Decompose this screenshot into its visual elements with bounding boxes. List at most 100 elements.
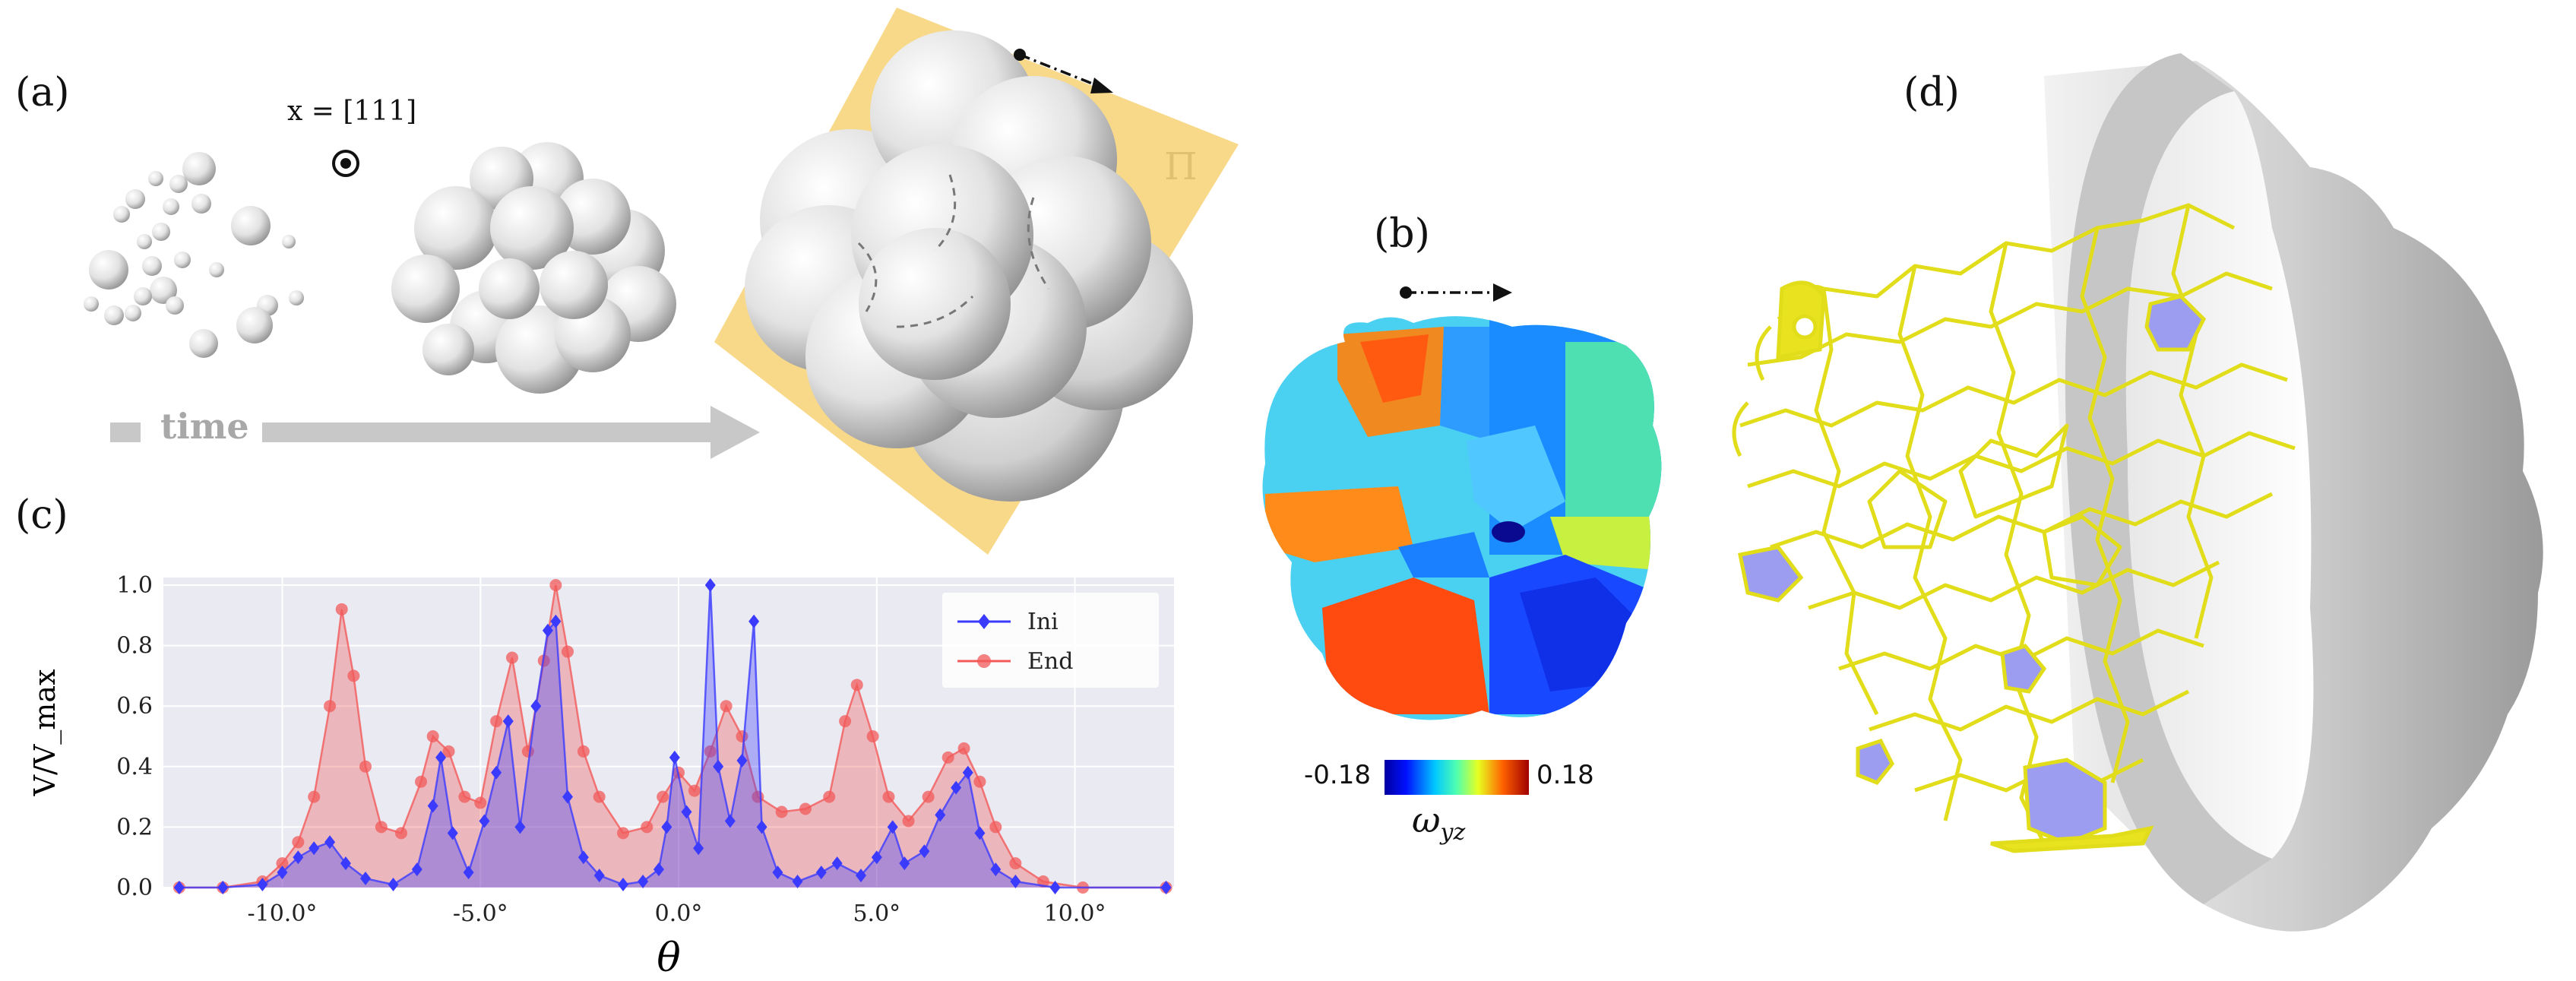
panel-label-c: (c) — [15, 492, 68, 538]
time-arrow — [110, 406, 760, 459]
point-end — [490, 715, 503, 728]
point-end — [720, 700, 733, 713]
point-ini — [479, 814, 490, 828]
vorticity-arrow — [1400, 283, 1512, 302]
point-ini — [831, 856, 843, 871]
point-ini — [681, 805, 692, 819]
x-tick-label: 10.0° — [1044, 900, 1106, 927]
legend-label-ini: Ini — [1027, 609, 1059, 635]
point-end — [882, 790, 895, 803]
colorbar-sub: yz — [1440, 819, 1466, 847]
point-end — [866, 730, 879, 742]
panel-label-b: (b) — [1374, 211, 1430, 257]
point-end — [593, 790, 606, 803]
point-end — [577, 745, 590, 758]
point-ini — [951, 780, 962, 795]
point-ini — [638, 875, 649, 889]
point-ini — [447, 826, 458, 840]
colorbar-min-label: -0.18 — [1304, 760, 1371, 790]
point-end — [775, 805, 788, 818]
point-end — [324, 700, 337, 713]
y-tick-label: 1.0 — [116, 572, 153, 599]
point-ini — [919, 844, 930, 859]
point-ini — [578, 850, 589, 865]
point-ini — [693, 841, 704, 856]
point-end — [704, 745, 717, 758]
point-ini — [309, 841, 320, 856]
point-end — [641, 821, 653, 834]
sparse-spheres — [84, 152, 304, 358]
point-ini — [669, 750, 680, 764]
out-of-plane-icon — [332, 150, 359, 177]
point-ini — [661, 820, 672, 834]
point-ini — [324, 835, 336, 850]
point-end — [902, 815, 915, 828]
point-end — [359, 760, 372, 773]
point-ini — [293, 850, 304, 865]
point-ini — [388, 878, 399, 892]
point-ini — [713, 759, 724, 774]
point-ini — [1049, 881, 1061, 894]
point-ini — [748, 614, 760, 628]
x-tick-label: -10.0° — [248, 900, 318, 927]
point-ini — [704, 578, 716, 592]
y-axis-label: V/V_max — [28, 669, 62, 797]
plane-direction-arrow — [1014, 49, 1113, 93]
legend-label-end: End — [1027, 648, 1073, 675]
point-ini — [463, 865, 474, 880]
point-ini — [502, 714, 514, 729]
point-end — [989, 821, 1002, 834]
point-end — [505, 651, 518, 664]
point-ini — [435, 750, 447, 764]
point-end — [799, 802, 812, 815]
point-end — [941, 751, 954, 764]
point-end — [335, 603, 348, 615]
y-tick-label: 0.6 — [116, 693, 153, 720]
direction-label: x = [111] — [287, 96, 417, 127]
x-axis-label: θ — [657, 935, 680, 981]
point-ini — [724, 814, 736, 828]
time-label: time — [156, 406, 254, 447]
panel-label-a: (a) — [15, 70, 70, 116]
y-tick-label: 0.8 — [116, 633, 153, 660]
point-ini — [257, 878, 268, 892]
point-ini — [411, 862, 422, 877]
legend-marker-end — [977, 654, 991, 668]
point-ini — [562, 790, 573, 804]
point-ini — [514, 820, 526, 834]
chart-volume-distribution: 0.0 0.2 0.4 0.6 0.8 1.0 -10.0° -5.0° 0.0° 5.0° 10.… — [28, 572, 1174, 981]
point-ini — [277, 865, 288, 880]
series-area-ini — [179, 585, 1166, 888]
point-ini — [550, 614, 562, 628]
point-end — [415, 775, 428, 788]
legend-box — [942, 593, 1159, 688]
point-ini — [491, 765, 502, 780]
point-ini — [653, 862, 664, 877]
shell-cutaway — [2044, 53, 2543, 932]
colorbar-max-label: 0.18 — [1536, 760, 1594, 790]
colorbar-var: ω — [1412, 799, 1441, 840]
point-end — [823, 790, 836, 803]
point-ini — [340, 856, 351, 871]
point-end — [276, 857, 289, 870]
point-end — [850, 679, 863, 691]
y-tick-label: 0.0 — [116, 875, 153, 901]
vorticity-slice — [1262, 316, 1662, 720]
y-tick-label: 0.2 — [116, 814, 153, 840]
point-end — [426, 730, 439, 742]
colorbar-variable-label: ωyz — [1412, 799, 1465, 846]
x-tick-label: 0.0° — [655, 900, 703, 927]
point-ini — [360, 872, 371, 886]
x-tick-label: 5.0° — [853, 900, 900, 927]
point-ini — [887, 820, 898, 834]
series-area-end — [179, 585, 1166, 888]
point-end — [657, 790, 669, 803]
point-end — [839, 715, 852, 728]
point-end — [292, 836, 305, 849]
grain-network — [1732, 203, 2296, 845]
x-tick-label: -5.0° — [453, 900, 508, 927]
y-tick-label: 0.4 — [116, 754, 153, 780]
point-ini — [217, 881, 229, 894]
point-ini — [173, 881, 185, 894]
colorbar — [1385, 760, 1529, 795]
